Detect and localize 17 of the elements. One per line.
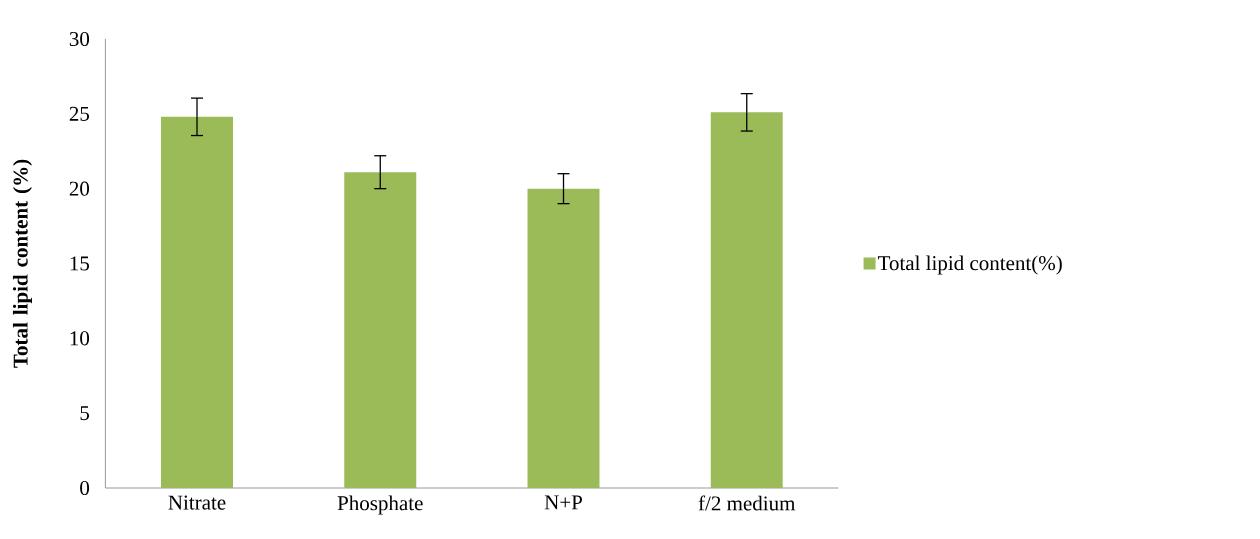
y-tick-label: 15 — [70, 256, 90, 271]
y-axis-title: Total lipid content (%) — [12, 159, 32, 368]
bar — [344, 172, 417, 488]
x-tick-label: N+P — [544, 495, 582, 510]
y-tick-label: 25 — [69, 106, 90, 121]
legend-label: Total lipid content(%) — [877, 255, 1062, 275]
bar — [710, 112, 783, 488]
x-tick-label: Nitrate — [168, 495, 226, 510]
y-tick-label: 10 — [70, 331, 90, 346]
bar — [161, 116, 234, 488]
y-tick-label: 30 — [69, 31, 90, 47]
y-tick-label: 0 — [80, 480, 90, 496]
y-tick-label: 5 — [80, 406, 90, 421]
y-tick-label: 20 — [69, 181, 90, 196]
bar — [527, 188, 600, 488]
x-tick-label: Phosphate — [337, 495, 423, 515]
x-tick-label: f/2 medium — [698, 495, 796, 511]
